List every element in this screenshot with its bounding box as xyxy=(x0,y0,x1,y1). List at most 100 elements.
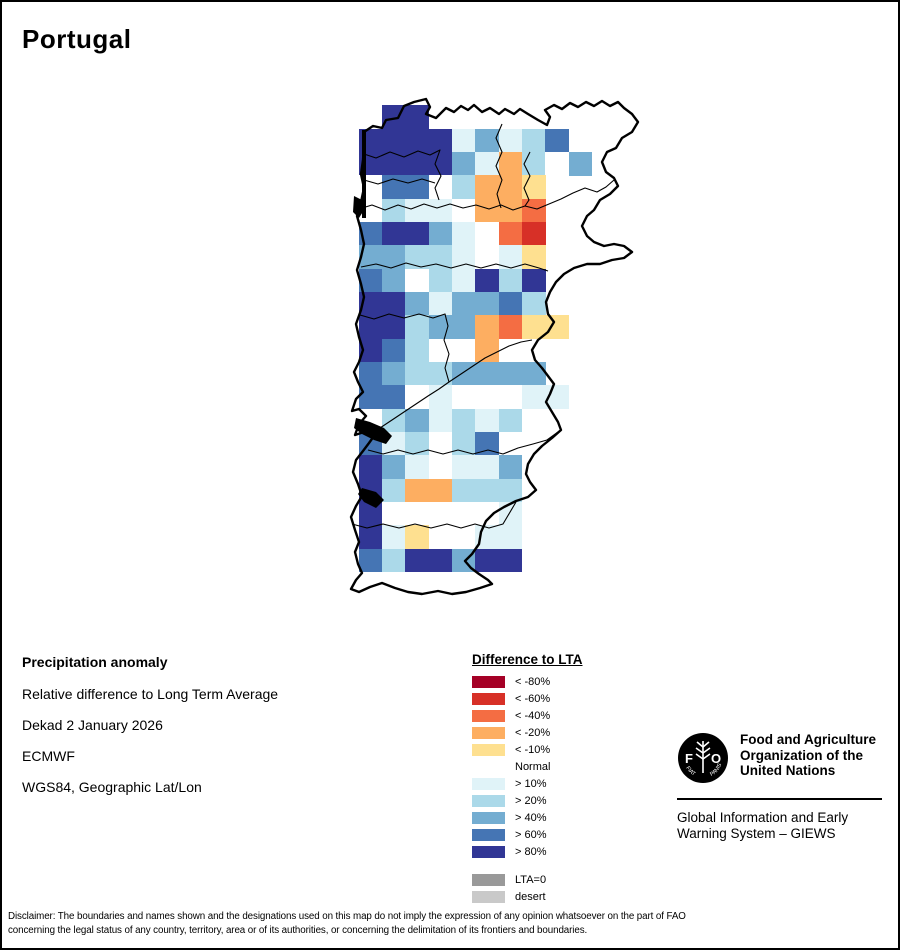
legend-item: < -80% xyxy=(472,673,622,690)
raster-cell xyxy=(475,431,500,456)
raster-cell xyxy=(358,151,383,176)
raster-cell xyxy=(405,501,430,526)
legend-item: > 20% xyxy=(472,792,622,809)
raster-cell xyxy=(405,105,430,130)
raster-cell xyxy=(382,455,406,480)
raster-cell xyxy=(475,548,500,573)
raster-cell xyxy=(405,198,430,223)
raster-cell xyxy=(452,548,476,573)
raster-cell xyxy=(428,198,453,223)
raster-cell xyxy=(522,501,546,526)
raster-cell xyxy=(382,105,406,130)
legend-extra-items: LTA=0 desert xyxy=(472,871,622,905)
raster-cell xyxy=(545,315,570,340)
raster-cell xyxy=(382,431,406,456)
legend-label: > 80% xyxy=(515,845,547,858)
raster-cell xyxy=(498,408,523,433)
legend-item: > 40% xyxy=(472,809,622,826)
raster-cell xyxy=(475,455,500,480)
raster-cell xyxy=(382,198,406,223)
raster-cell xyxy=(428,431,453,456)
raster-cell xyxy=(475,525,500,550)
raster-cell xyxy=(405,361,430,386)
legend-swatch xyxy=(472,743,505,756)
info-line: ECMWF xyxy=(22,748,75,764)
raster-cell xyxy=(475,198,500,223)
raster-cell xyxy=(405,548,430,573)
legend-item: Normal xyxy=(472,758,622,775)
raster-cell xyxy=(475,175,500,200)
legend-swatch xyxy=(472,675,505,688)
fao-org-line: Organization of the xyxy=(740,747,863,763)
giews-line: Warning System – GIEWS xyxy=(677,825,836,841)
raster-cell xyxy=(522,245,546,270)
raster-cell xyxy=(428,455,453,480)
raster-cell xyxy=(498,478,523,503)
raster-cell xyxy=(452,361,476,386)
raster-cell xyxy=(358,408,383,433)
raster-cell xyxy=(405,478,430,503)
raster-cell xyxy=(498,501,523,526)
legend-swatch xyxy=(472,794,505,807)
raster-cell xyxy=(358,525,383,550)
raster-cell xyxy=(428,268,453,293)
legend-label: desert xyxy=(515,890,546,903)
raster-cell xyxy=(405,151,430,176)
raster-cell xyxy=(475,408,500,433)
fao-org-name: Food and Agriculture Organization of the U… xyxy=(740,732,876,779)
raster-cell xyxy=(522,128,546,153)
legend-swatch xyxy=(472,692,505,705)
raster-cell xyxy=(382,501,406,526)
raster-cell xyxy=(475,151,500,176)
legend-label: > 10% xyxy=(515,777,547,790)
raster-cell xyxy=(405,221,430,246)
raster-cell xyxy=(452,268,476,293)
legend-swatch xyxy=(472,777,505,790)
raster-cell xyxy=(522,361,546,386)
info-lines: Relative difference to Long Term Average… xyxy=(22,686,278,795)
raster-cell xyxy=(405,431,430,456)
raster-cell xyxy=(358,338,383,363)
raster-cell xyxy=(428,245,453,270)
raster-cell xyxy=(405,268,430,293)
fao-divider xyxy=(677,798,882,800)
legend-swatch xyxy=(472,709,505,722)
raster-cell xyxy=(452,175,476,200)
raster-cell xyxy=(358,175,383,200)
raster-cell xyxy=(382,338,406,363)
raster-cell xyxy=(358,361,383,386)
raster-cell xyxy=(452,128,476,153)
raster-cell xyxy=(358,315,383,340)
legend-item: < -20% xyxy=(472,724,622,741)
raster-cell xyxy=(452,385,476,410)
raster-cell xyxy=(522,175,546,200)
raster-cell xyxy=(475,501,500,526)
raster-cell xyxy=(545,151,570,176)
fao-org-line: United Nations xyxy=(740,763,836,778)
legend-swatch xyxy=(472,811,505,824)
raster-cell xyxy=(522,478,546,503)
raster-cell xyxy=(545,128,570,153)
raster-cell xyxy=(428,478,453,503)
raster-cell xyxy=(475,128,500,153)
raster-cell xyxy=(452,245,476,270)
raster-cell xyxy=(382,291,406,316)
raster-cell xyxy=(382,525,406,550)
raster-cell xyxy=(428,385,453,410)
fao-org-line: Food and Agriculture xyxy=(740,732,876,747)
legend-label: Normal xyxy=(515,760,551,773)
raster-cell xyxy=(498,455,523,480)
raster-cell xyxy=(358,501,383,526)
legend-label: < -40% xyxy=(515,709,551,722)
raster-cell xyxy=(498,431,523,456)
raster-cell xyxy=(498,245,523,270)
raster-cell xyxy=(452,198,476,223)
fao-letter-f: F xyxy=(685,751,693,766)
raster-cell xyxy=(428,128,453,153)
raster-cell xyxy=(522,431,546,456)
fao-logo-icon: F O FIAT PANIS xyxy=(678,733,728,783)
legend-item: < -10% xyxy=(472,741,622,758)
raster-cell xyxy=(498,175,523,200)
raster-cell xyxy=(382,385,406,410)
legend-item: desert xyxy=(472,888,622,905)
